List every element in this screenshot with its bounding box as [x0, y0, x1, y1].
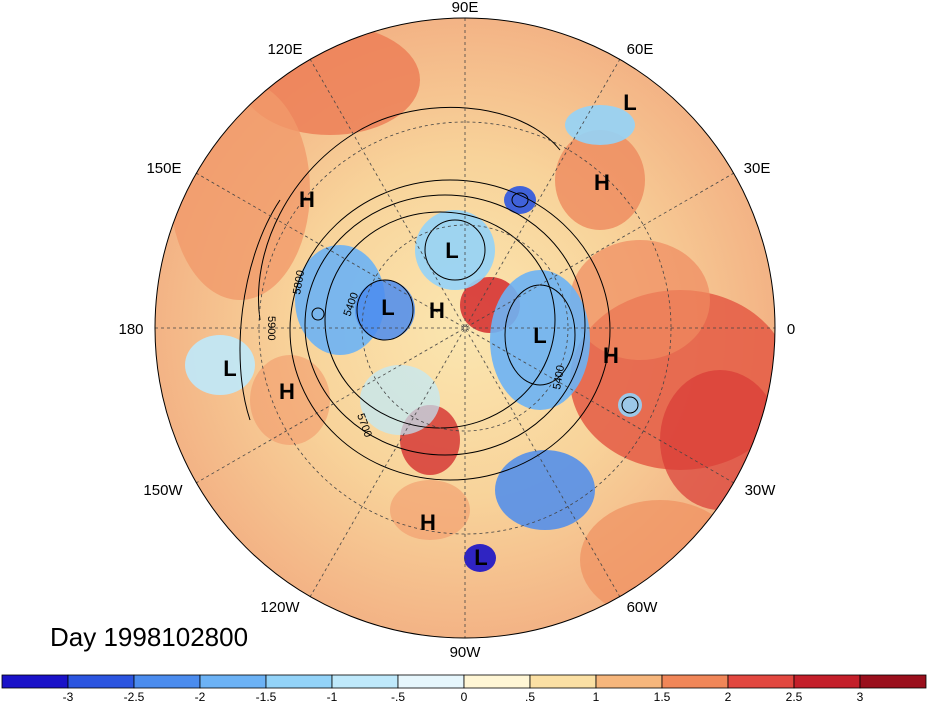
- colorbar-swatch: [661, 674, 729, 689]
- lon-label-120w: 120W: [260, 599, 300, 616]
- colorbar-tick-label: -2: [195, 690, 206, 702]
- colorbar-swatch: [331, 674, 399, 689]
- colorbar-swatch: [1, 674, 69, 689]
- colorbar-tick-label: -1.5: [256, 690, 277, 702]
- colorbar-tick-label: 2: [725, 690, 732, 702]
- system-low: L: [533, 323, 546, 348]
- graticule: [155, 18, 775, 638]
- lon-label-120e: 120E: [267, 41, 302, 58]
- colorbar-tick-label: .5: [525, 690, 535, 702]
- system-high: H: [594, 170, 610, 195]
- system-high: H: [299, 187, 315, 212]
- colorbar-tick-label: 3: [857, 690, 864, 702]
- colorbar-tick-label: -2.5: [124, 690, 145, 702]
- lon-label-0: 0: [787, 321, 795, 338]
- lon-label-30e: 30E: [744, 160, 771, 177]
- colorbar-swatch: [727, 674, 795, 689]
- system-low: L: [223, 356, 236, 381]
- lon-label-90w: 90W: [450, 644, 482, 661]
- colorbar-swatch: [133, 674, 201, 689]
- colorbar-tick-label: -.5: [391, 690, 405, 702]
- colorbar-tick-label: 1.5: [654, 690, 671, 702]
- colorbar-tick-label: 2.5: [786, 690, 803, 702]
- lon-label-60w: 60W: [627, 599, 659, 616]
- colorbar-swatch: [595, 674, 663, 689]
- colorbar-swatch: [199, 674, 267, 689]
- colorbar-swatch: [265, 674, 333, 689]
- colorbar-swatch: [793, 674, 861, 689]
- lon-label-60e: 60E: [627, 41, 654, 58]
- colorbar-tick-label: -1: [327, 690, 338, 702]
- lon-label-180: 180: [118, 321, 143, 338]
- day-title: Day 1998102800: [50, 622, 248, 652]
- contour-label: 5800: [291, 269, 307, 295]
- system-high: H: [420, 510, 436, 535]
- system-low: L: [445, 238, 458, 263]
- contour-label: 5900: [265, 316, 277, 340]
- longitude-labels: 90E 60E 30E 0 30W 60W 90W 120W 150W 180 …: [118, 0, 795, 661]
- lon-label-30w: 30W: [745, 482, 777, 499]
- lon-label-150w: 150W: [143, 482, 183, 499]
- system-high: H: [429, 298, 445, 323]
- colorbar-swatch: [859, 674, 927, 689]
- contour-label: 5400: [551, 364, 567, 390]
- system-high: H: [279, 379, 295, 404]
- anomaly-field: [155, 18, 775, 638]
- system-low: L: [381, 295, 394, 320]
- colorbar-tick-label: 1: [593, 690, 600, 702]
- system-low: L: [474, 545, 487, 570]
- colorbar-tick-label: -3: [63, 690, 74, 702]
- lon-label-90e: 90E: [452, 0, 479, 16]
- map-boundary: [154, 17, 776, 639]
- system-low: L: [623, 90, 636, 115]
- system-high: H: [603, 343, 619, 368]
- colorbar-tick-label: 0: [461, 690, 468, 702]
- colorbar: -3 -2.5 -2 -1.5 -1 -.5 0 .5 1 1.5 2 2.5 3: [1, 674, 927, 702]
- colorbar-swatch: [67, 674, 135, 689]
- colorbar-swatch: [397, 674, 465, 689]
- colorbar-swatch: [463, 674, 531, 689]
- pressure-system-labels: L H H L L H L H L H H L: [223, 90, 636, 570]
- lon-label-150e: 150E: [146, 160, 181, 177]
- colorbar-swatch: [529, 674, 597, 689]
